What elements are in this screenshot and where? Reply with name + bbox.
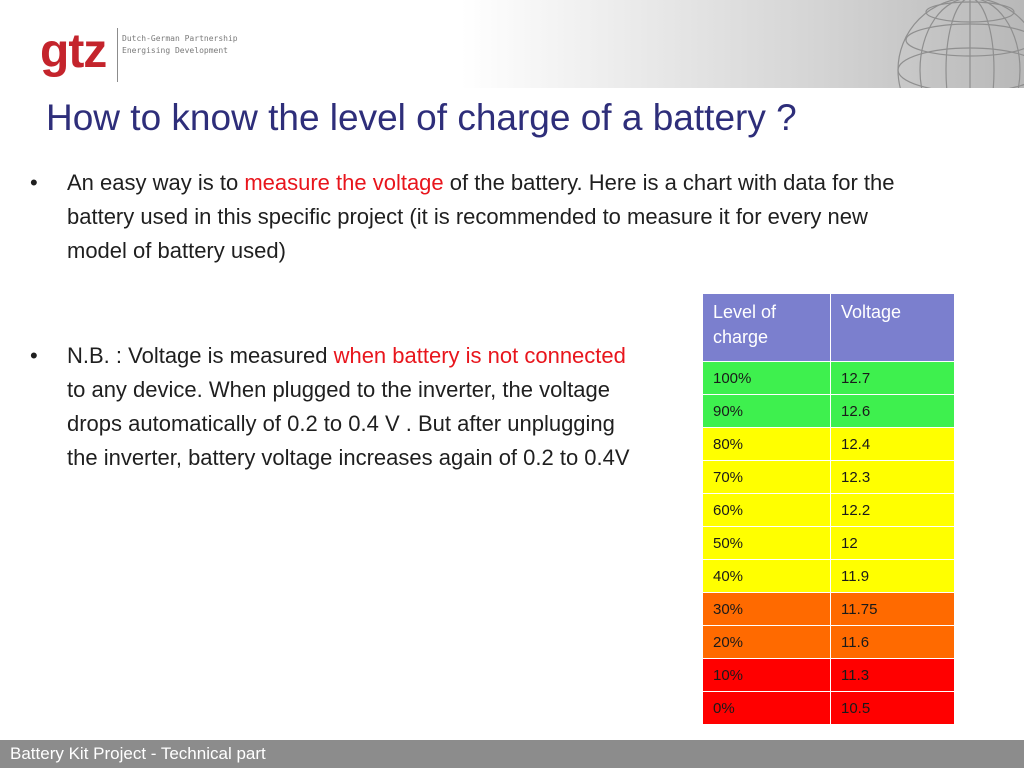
bullet-marker: •	[30, 343, 38, 368]
cell-level: 70%	[702, 460, 831, 494]
cell-level: 50%	[702, 526, 831, 560]
tagline-line-1: Dutch-German Partnership	[122, 34, 238, 43]
cell-voltage: 12.6	[830, 394, 955, 428]
table-row: 50% 12	[702, 526, 955, 560]
highlight-text: when battery is not connected	[333, 343, 626, 368]
bullet-text: N.B. : Voltage is measured when battery …	[67, 339, 630, 475]
gtz-logo: gtz	[40, 25, 107, 78]
cell-level: 20%	[702, 625, 831, 659]
bullet-nb-voltage: • N.B. : Voltage is measured when batter…	[30, 339, 630, 475]
cell-level: 60%	[702, 493, 831, 527]
bullet-text-part: N.B. : Voltage is measured	[67, 343, 334, 368]
cell-level: 40%	[702, 559, 831, 593]
cell-level: 80%	[702, 427, 831, 461]
table-row: 0% 10.5	[702, 691, 955, 725]
logo-tagline: Dutch-German Partnership Energising Deve…	[122, 33, 238, 57]
bullet-measure-voltage: • An easy way is to measure the voltage …	[30, 166, 910, 268]
footer-text: Battery Kit Project - Technical part	[10, 744, 266, 763]
bullet-text-part: An easy way is to	[67, 170, 245, 195]
cell-level: 30%	[702, 592, 831, 626]
table-row: 90% 12.6	[702, 394, 955, 428]
table-row: 10% 11.3	[702, 658, 955, 692]
table-row: 40% 11.9	[702, 559, 955, 593]
table-body: 100% 12.7 90% 12.6 80% 12.4 70% 12.3 60% 12.2 50% 1…	[702, 361, 955, 725]
cell-level: 90%	[702, 394, 831, 428]
table-row: 30% 11.75	[702, 592, 955, 626]
cell-voltage: 11.75	[830, 592, 955, 626]
cell-voltage: 11.9	[830, 559, 955, 593]
cell-level: 10%	[702, 658, 831, 692]
highlight-text: measure the voltage	[244, 170, 444, 195]
cell-voltage: 12.7	[830, 361, 955, 395]
bullet-marker: •	[30, 170, 38, 195]
cell-voltage: 11.6	[830, 625, 955, 659]
cell-voltage: 12.3	[830, 460, 955, 494]
table-row: 70% 12.3	[702, 460, 955, 494]
charge-voltage-table: Level of charge Voltage 100% 12.7 90% 12.6 8…	[702, 293, 955, 725]
cell-level: 100%	[702, 361, 831, 395]
header-band: gtz Dutch-German Partnership Energising …	[0, 0, 1024, 88]
footer-bar: Battery Kit Project - Technical part	[0, 740, 1024, 768]
cell-voltage: 12	[830, 526, 955, 560]
header-level-of-charge: Level of charge	[702, 293, 831, 362]
tagline-line-2: Energising Development	[122, 46, 228, 55]
bullet-text-part: of the battery. Here is a chart with dat…	[67, 170, 895, 263]
cell-voltage: 12.2	[830, 493, 955, 527]
cell-level: 0%	[702, 691, 831, 725]
globe-icon	[897, 0, 1024, 88]
table-header-row: Level of charge Voltage	[702, 293, 955, 362]
logo-divider	[117, 28, 118, 82]
slide-title: How to know the level of charge of a bat…	[46, 97, 797, 138]
header-voltage: Voltage	[830, 293, 955, 362]
cell-voltage: 12.4	[830, 427, 955, 461]
table-row: 60% 12.2	[702, 493, 955, 527]
bullet-text-part: to any device. When plugged to the inver…	[67, 377, 630, 470]
cell-voltage: 11.3	[830, 658, 955, 692]
table-row: 80% 12.4	[702, 427, 955, 461]
table-row: 20% 11.6	[702, 625, 955, 659]
cell-voltage: 10.5	[830, 691, 955, 725]
bullet-text: An easy way is to measure the voltage of…	[67, 166, 910, 268]
table-row: 100% 12.7	[702, 361, 955, 395]
